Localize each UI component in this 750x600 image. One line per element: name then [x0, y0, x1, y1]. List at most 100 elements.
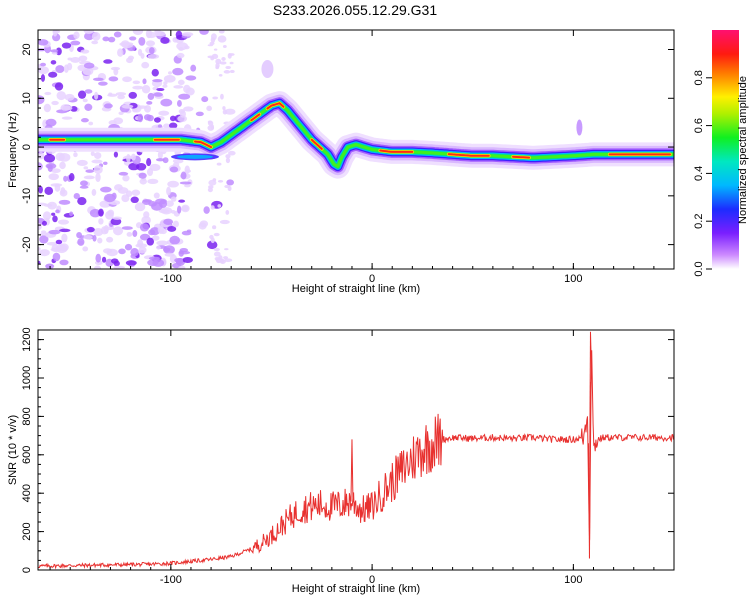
noise-blob	[195, 111, 204, 117]
noise-blob	[139, 178, 147, 185]
noise-blob	[147, 178, 159, 185]
noise-blob	[177, 79, 185, 86]
noise-blob	[166, 186, 171, 196]
noise-blob	[138, 172, 147, 179]
noise-blob	[68, 173, 75, 182]
noise-blob	[172, 220, 179, 228]
noise-blob	[80, 49, 90, 54]
noise-blob	[219, 259, 226, 264]
noise-blob	[115, 92, 127, 96]
noise-blob	[58, 199, 71, 205]
noise-blob	[138, 246, 147, 254]
noise-blob	[69, 211, 74, 217]
noise-blob	[225, 157, 231, 164]
noise-blob	[132, 230, 138, 238]
noise-blob	[44, 186, 54, 196]
noise-blob	[183, 106, 194, 112]
spectrogram-xlabel: Height of straight line (km)	[292, 283, 420, 295]
noise-blob	[210, 37, 216, 43]
ridge-hot-red	[379, 149, 414, 153]
noise-blob	[61, 116, 73, 120]
noise-blob	[76, 231, 82, 239]
noise-blob	[228, 53, 235, 56]
noise-blob	[50, 168, 61, 174]
noise-blob	[82, 98, 88, 103]
noise-blob	[139, 233, 151, 241]
noise-blob	[95, 253, 102, 263]
noise-blob	[60, 104, 71, 111]
noise-blob	[121, 42, 134, 46]
noise-blob	[82, 66, 94, 76]
noise-blob	[122, 174, 130, 182]
noise-blob	[121, 226, 133, 230]
noise-blob	[199, 220, 209, 228]
noise-blob	[113, 265, 125, 269]
noise-blob	[89, 208, 101, 218]
noise-blob	[128, 91, 138, 99]
noise-blob	[95, 173, 101, 183]
noise-blob	[218, 73, 223, 77]
snr-spike	[351, 439, 354, 503]
noise-blob	[73, 193, 80, 200]
y-tick-label: 10	[21, 92, 33, 104]
noise-blob	[43, 153, 56, 163]
noise-blob	[80, 118, 89, 123]
y-tick-label: 1200	[21, 327, 33, 351]
noise-blob	[219, 219, 230, 225]
colorbar-tick-label: 0.4	[693, 166, 705, 181]
noise-blob	[163, 81, 168, 85]
noise-blob	[90, 151, 95, 157]
noise-blob	[178, 265, 186, 269]
noise-blob	[176, 100, 182, 107]
noise-blob	[173, 85, 184, 89]
noise-blob	[142, 78, 147, 85]
noise-blob	[61, 42, 72, 49]
noise-blob	[79, 185, 89, 189]
colorbar-tick-label: 0.0	[693, 261, 705, 276]
noise-blob	[112, 226, 124, 236]
spectrogram-marks	[38, 30, 674, 269]
colorbar-tick-label: 0.6	[693, 118, 705, 133]
noise-blob	[38, 39, 49, 46]
noise-blob	[169, 122, 178, 129]
snr-series-line	[38, 350, 674, 570]
noise-blob	[141, 215, 151, 225]
noise-blob	[122, 76, 132, 83]
noise-blob	[169, 166, 179, 173]
colorbar: 0.0 0.2 0.4 0.6 0.8 Normalized spectral ampl…	[693, 30, 749, 277]
noise-blob	[43, 103, 51, 113]
noise-blob	[184, 169, 191, 173]
noise-blob	[103, 103, 113, 109]
colorbar-tick-label: 0.2	[693, 214, 705, 229]
noise-blob	[83, 166, 89, 170]
noise-blob	[78, 55, 88, 62]
noise-blob	[156, 240, 169, 246]
noise-blob	[66, 62, 73, 71]
ridge-flare	[261, 60, 274, 79]
noise-blob	[175, 30, 183, 39]
noise-blob	[179, 247, 189, 253]
x-tick-label: -100	[160, 273, 182, 285]
noise-blob	[229, 69, 235, 74]
ridge-hot-red	[512, 155, 531, 159]
noise-blob	[38, 222, 42, 231]
noise-blob	[38, 247, 41, 251]
noise-blob	[210, 205, 215, 210]
y-tick-label: 200	[21, 522, 33, 540]
noise-blob	[141, 85, 151, 94]
noise-blob	[102, 36, 110, 42]
noise-blob	[156, 87, 165, 92]
noise-blob	[86, 226, 95, 233]
noise-blob	[212, 225, 217, 230]
noise-blob	[206, 240, 218, 250]
noise-blob	[106, 236, 114, 243]
noise-blob	[113, 151, 119, 158]
noise-blob	[147, 54, 160, 59]
noise-blob	[223, 256, 229, 260]
noise-blob	[184, 184, 191, 188]
noise-blob	[70, 57, 81, 63]
y-tick-label: 800	[21, 407, 33, 425]
noise-blob	[155, 158, 165, 162]
